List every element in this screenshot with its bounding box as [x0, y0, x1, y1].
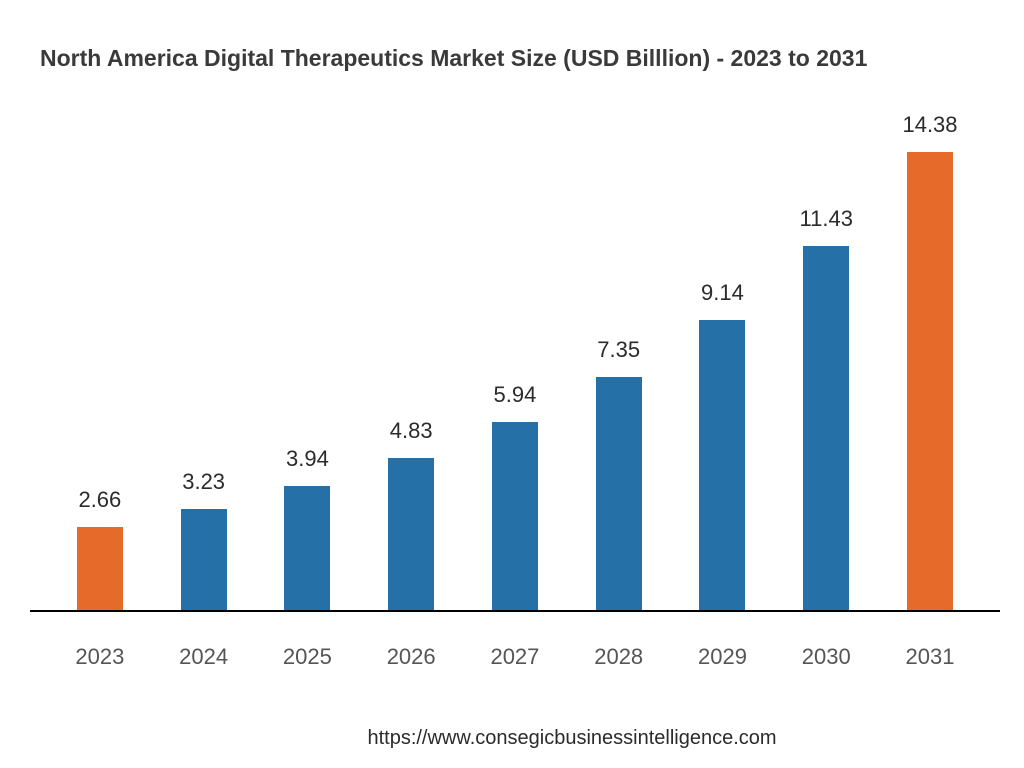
bar-value-label: 7.35 [597, 337, 640, 363]
bar-rect [803, 246, 849, 612]
bar-value-label: 3.23 [182, 469, 225, 495]
bar-rect [907, 152, 953, 612]
x-label: 2025 [257, 622, 357, 672]
x-axis-labels: 2023 2024 2025 2026 2027 2028 2029 2030 … [30, 622, 1000, 672]
x-label: 2028 [569, 622, 669, 672]
bar-rect [388, 458, 434, 613]
bar-value-label: 2.66 [78, 487, 121, 513]
plot-area: 2.66 3.23 3.94 4.83 5.94 7.35 [30, 112, 1000, 672]
bar-value-label: 4.83 [390, 418, 433, 444]
bar-rect [284, 486, 330, 612]
bar-value-label: 11.43 [800, 206, 853, 232]
bar-chart-container: North America Digital Therapeutics Marke… [0, 0, 1024, 768]
source-url-text: https://www.consegicbusinessintelligence… [0, 727, 1024, 750]
bar-rect [699, 320, 745, 612]
x-label: 2029 [672, 622, 772, 672]
bar-2028: 7.35 [569, 337, 669, 612]
bars-group: 2.66 3.23 3.94 4.83 5.94 7.35 [30, 112, 1000, 612]
bar-2023: 2.66 [50, 487, 150, 612]
x-label: 2024 [154, 622, 254, 672]
x-label: 2027 [465, 622, 565, 672]
bar-rect [492, 422, 538, 612]
bar-rect [181, 509, 227, 612]
bar-2031: 14.38 [880, 112, 980, 612]
chart-title: North America Digital Therapeutics Marke… [40, 45, 1004, 72]
bar-value-label: 3.94 [286, 446, 329, 472]
bar-rect [77, 527, 123, 612]
bar-2030: 11.43 [776, 206, 876, 612]
bar-rect [596, 377, 642, 612]
bar-2029: 9.14 [672, 280, 772, 612]
bar-2024: 3.23 [154, 469, 254, 612]
bar-value-label: 5.94 [494, 382, 537, 408]
bar-2025: 3.94 [257, 446, 357, 612]
x-label: 2023 [50, 622, 150, 672]
bar-2026: 4.83 [361, 418, 461, 613]
bar-value-label: 9.14 [701, 280, 744, 306]
bar-value-label: 14.38 [902, 112, 957, 138]
x-label: 2030 [776, 622, 876, 672]
x-label: 2031 [880, 622, 980, 672]
x-axis-line [30, 610, 1000, 612]
x-label: 2026 [361, 622, 461, 672]
bar-2027: 5.94 [465, 382, 565, 612]
